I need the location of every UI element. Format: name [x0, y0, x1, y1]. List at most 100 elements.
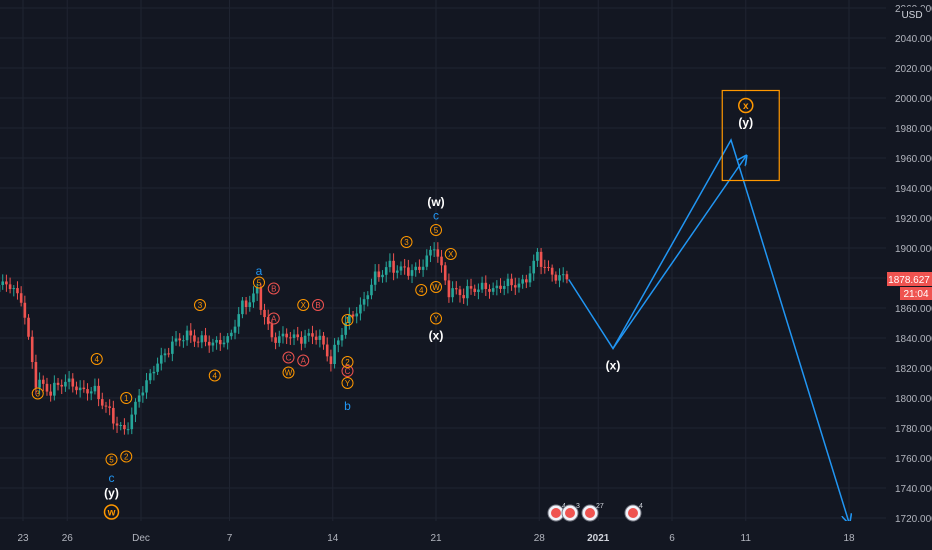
wave-label[interactable]: C — [341, 365, 354, 377]
projection-alt-path[interactable] — [612, 157, 746, 349]
candle-body — [336, 340, 340, 345]
wave-label[interactable]: w — [103, 504, 120, 520]
candle-body — [370, 284, 373, 296]
economic-event-badge[interactable]: 4 — [547, 503, 566, 522]
wave-label[interactable]: x — [738, 97, 754, 114]
wave-label[interactable]: c — [109, 471, 115, 485]
candle-body — [550, 267, 554, 275]
event-count: 3 — [576, 503, 580, 510]
candle-body — [141, 392, 145, 396]
wave-label[interactable]: 5 — [253, 276, 265, 289]
wave-label[interactable]: 1 — [341, 314, 354, 326]
wave-label[interactable]: W — [282, 366, 295, 379]
wave-label-text: b — [344, 399, 351, 413]
economic-event-badge[interactable]: 27 — [581, 503, 604, 522]
wave-label[interactable]: Y — [430, 312, 442, 325]
event-badges[interactable]: 4 3 27 4 — [547, 503, 643, 522]
wave-label[interactable]: 3 — [194, 299, 206, 311]
wave-label-text: (y) — [104, 486, 119, 500]
time-axis[interactable]: 23 26 Dec 7 14 21 28 2021 6 11 18 — [17, 533, 855, 544]
candle-body — [325, 344, 329, 357]
economic-event-badge[interactable]: 4 — [624, 503, 643, 522]
wave-label[interactable]: Y — [341, 377, 354, 389]
wave-label-text: 5 — [257, 278, 262, 287]
wave-label-text: Y — [345, 379, 351, 388]
wave-label[interactable]: 2 — [341, 356, 354, 368]
wave-label[interactable]: 4 — [415, 284, 428, 296]
wave-label[interactable]: (x) — [429, 328, 444, 342]
wave-label[interactable]: X — [444, 248, 457, 260]
wave-label[interactable]: 5 — [105, 453, 118, 466]
candle-body — [532, 260, 536, 274]
projection-path[interactable] — [568, 138, 849, 523]
candle-body — [171, 341, 174, 354]
candle-body — [16, 288, 19, 294]
time-tick: 14 — [327, 533, 339, 544]
wave-label-text: 2 — [345, 358, 350, 367]
wave-label[interactable]: A — [297, 354, 310, 367]
candle-body — [348, 314, 351, 323]
candle-body — [97, 385, 100, 400]
wave-label[interactable]: 5 — [430, 224, 442, 236]
candle-body — [528, 273, 532, 283]
wave-label[interactable]: 4 — [90, 353, 103, 365]
candle-body — [454, 288, 458, 290]
wave-label[interactable]: 1 — [120, 392, 133, 404]
candle-body — [1, 281, 5, 285]
candle-body — [145, 380, 148, 393]
candle-body — [473, 288, 477, 292]
economic-event-badge[interactable]: 3 — [561, 503, 580, 522]
price-tick: 1720.000 — [895, 514, 932, 525]
candle-body — [30, 336, 34, 363]
price-tick: 1980.000 — [895, 124, 932, 135]
wave-label[interactable]: W — [430, 281, 442, 293]
wave-label[interactable]: 4 — [208, 369, 221, 382]
wave-label[interactable]: b — [344, 399, 351, 413]
wave-label[interactable]: (y) — [738, 115, 753, 129]
wave-label[interactable]: c — [433, 208, 439, 222]
candle-body — [200, 335, 204, 343]
candle-body — [296, 334, 300, 338]
candle-body — [244, 300, 248, 308]
time-tick: 2021 — [587, 533, 610, 544]
candle-body — [333, 344, 336, 365]
wave-label[interactable]: B — [267, 282, 280, 295]
candle-body — [56, 382, 60, 385]
wave-label[interactable]: B — [312, 299, 324, 311]
wave-label[interactable]: 2 — [120, 450, 133, 463]
candle-body — [565, 274, 569, 280]
candle-body — [395, 270, 399, 273]
wave-label[interactable]: A — [267, 312, 280, 325]
candle-body — [510, 278, 513, 286]
price-tick: 1960.000 — [895, 154, 932, 165]
wave-label[interactable]: X — [297, 299, 310, 311]
wave-label-text: C — [286, 353, 292, 362]
candle-body — [311, 333, 314, 337]
wave-label[interactable]: 3 — [31, 387, 44, 400]
candle-body — [314, 336, 318, 340]
flag-icon — [585, 508, 595, 518]
wave-label[interactable]: (y) — [104, 486, 119, 500]
currency-label[interactable]: USD — [900, 7, 925, 21]
time-tick: 6 — [669, 533, 675, 544]
candle-body — [270, 324, 274, 338]
target-box[interactable] — [721, 89, 780, 182]
wave-label[interactable]: a — [256, 264, 263, 278]
wave-label[interactable]: C — [282, 351, 295, 364]
candle-body — [222, 342, 226, 345]
candle-body — [241, 300, 244, 315]
flag-icon — [628, 508, 638, 518]
candle-body — [159, 355, 163, 364]
wave-label-text: B — [315, 301, 320, 310]
wave-label[interactable]: (w) — [427, 195, 444, 209]
wave-label[interactable]: 3 — [400, 236, 413, 248]
candle-body — [137, 395, 141, 402]
wave-label-text: W — [432, 283, 440, 292]
candle-body — [469, 286, 473, 289]
wave-label[interactable]: (x) — [606, 358, 621, 372]
price-tick: 2020.000 — [895, 64, 932, 75]
time-tick: 18 — [843, 533, 855, 544]
candle-body — [193, 335, 196, 342]
candle-body — [248, 302, 252, 308]
